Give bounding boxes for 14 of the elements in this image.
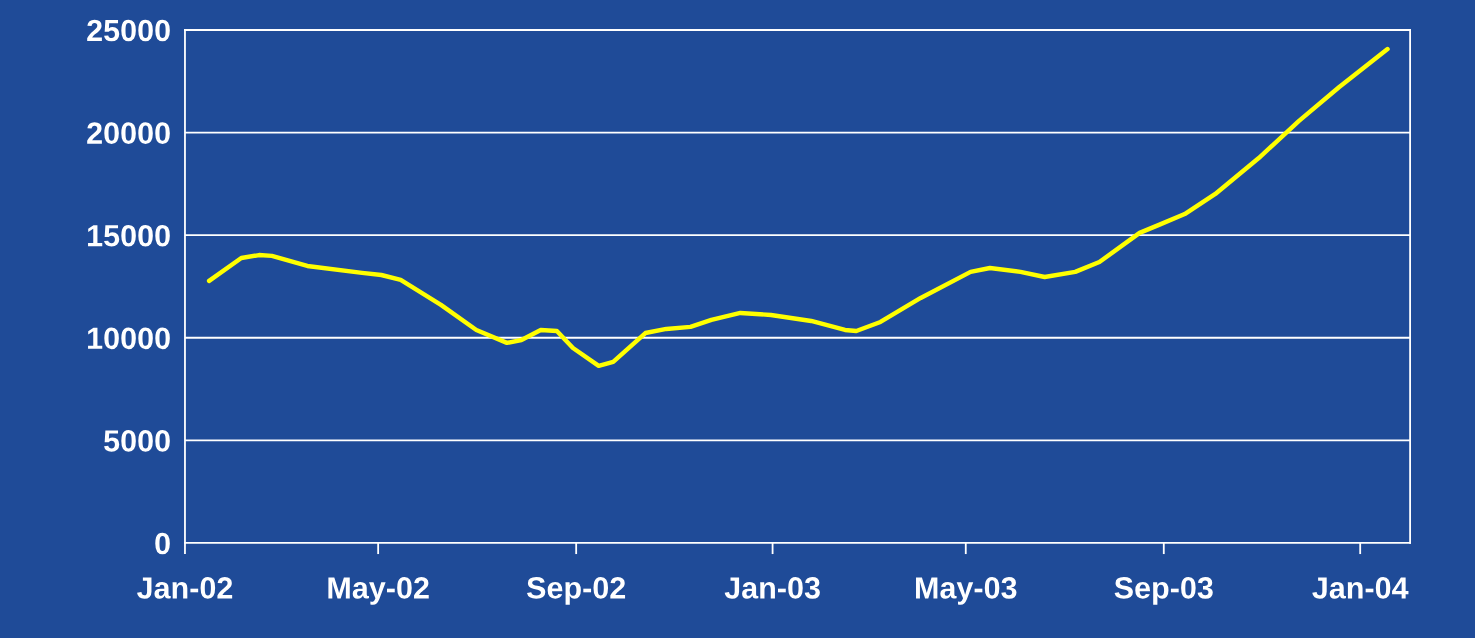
y-tick-label: 25000 [87,19,170,42]
x-tick-label: Jan-02 [137,577,233,599]
y-tick-label: 0 [155,532,170,555]
x-tick-label: Jan-04 [1312,577,1409,599]
line-series [206,46,1390,369]
x-tick-label: May-03 [916,577,1017,605]
x-tick-label: Sep-02 [526,577,626,605]
y-tick-label: 20000 [87,122,170,144]
x-tick-label: Sep-03 [1114,577,1213,605]
x-tick-label: May-02 [328,577,429,605]
y-tick-label: 10000 [88,327,170,350]
y-tick-label: 5000 [104,430,170,452]
x-tick-label: Jan-03 [724,577,820,599]
y-tick-label: 15000 [88,224,170,247]
